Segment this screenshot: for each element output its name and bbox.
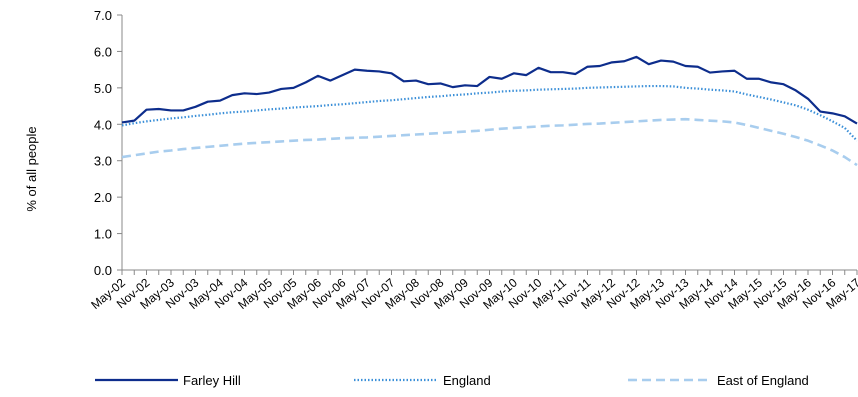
y-tick-label: 5.0 <box>94 81 112 96</box>
y-tick-label: 4.0 <box>94 117 112 132</box>
y-tick-label: 2.0 <box>94 190 112 205</box>
series-layer <box>121 55 858 167</box>
y-tick-label: 6.0 <box>94 44 112 59</box>
legend-label-1: Farley Hill <box>183 373 241 388</box>
y-tick-label: 0.0 <box>94 263 112 278</box>
legend-label-3: East of England <box>717 373 809 388</box>
y-tick-label: 7.0 <box>94 8 112 23</box>
y-axis-label-group: % of all people <box>24 126 39 211</box>
series-line-1 <box>121 55 858 125</box>
y-axis-label: % of all people <box>24 126 39 211</box>
axes: 0.01.02.03.04.05.06.07.0May-02Nov-02May-… <box>88 8 858 312</box>
y-tick-label: 3.0 <box>94 154 112 169</box>
series-line-3 <box>121 117 858 167</box>
legend-label-2: England <box>443 373 491 388</box>
series-line-2 <box>121 84 858 142</box>
legend: Farley Hill England East of England <box>95 373 809 388</box>
y-tick-label: 1.0 <box>94 227 112 242</box>
